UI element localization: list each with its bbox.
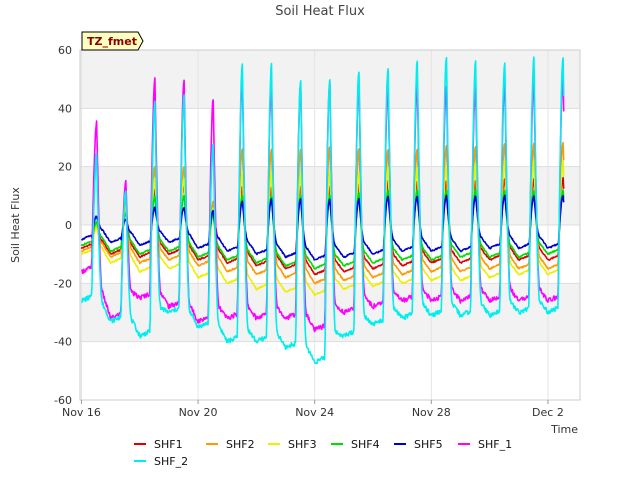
series-line-shf2	[81, 141, 565, 285]
site-tag-box	[81, 31, 144, 51]
x-tick-label: Dec 2	[532, 406, 564, 419]
site-tag-label: TZ_fmet	[87, 35, 137, 48]
series-lines	[80, 56, 565, 365]
x-tick-label: Nov 24	[295, 406, 334, 419]
legend-label: SHF2	[226, 438, 255, 451]
x-tick-label: Nov 20	[179, 406, 218, 419]
plot-frame	[79, 49, 581, 401]
legend: SHF1 SHF2 SHF3 SHF4 SHF5 SHF_1 SHF_2	[134, 438, 512, 468]
series-line-shf5	[81, 194, 565, 261]
series-line-shf4	[80, 189, 565, 270]
legend-label: SHF5	[414, 438, 443, 451]
x-tick-label: Nov 28	[412, 406, 451, 419]
y-tick-label: 20	[58, 161, 72, 174]
series-line-shf1	[80, 176, 565, 276]
legend-item-shf4: SHF4	[331, 438, 380, 451]
y-axis-ticks: -60 -40 -20 0 20 40 60	[54, 44, 72, 407]
series-line-shf-2	[81, 56, 565, 365]
y-tick-label: -20	[54, 277, 72, 290]
y-tick-label: -40	[54, 336, 72, 349]
y-tick-label: -60	[54, 394, 72, 407]
legend-item-shf5: SHF5	[394, 438, 443, 451]
legend-label: SHF_2	[154, 455, 188, 468]
y-tick-label: 0	[65, 219, 72, 232]
legend-label: SHF4	[351, 438, 380, 451]
legend-label: SHF3	[288, 438, 317, 451]
y-axis-label: Soil Heat Flux	[9, 187, 22, 263]
y-tick-label: 60	[58, 44, 72, 57]
site-tag: TZ_fmet	[81, 31, 144, 51]
chart-title: Soil Heat Flux	[275, 4, 365, 19]
plot-band	[80, 283, 580, 342]
legend-item-shf-1: SHF_1	[458, 438, 512, 451]
series-line-shf-1	[81, 74, 565, 333]
y-tick-label: 40	[58, 102, 72, 115]
series-line-shf3	[80, 159, 565, 297]
legend-label: SHF1	[154, 438, 183, 451]
legend-item-shf2: SHF2	[206, 438, 255, 451]
x-tick-label: Nov 16	[62, 406, 101, 419]
x-axis-label: Time	[550, 423, 578, 436]
legend-item-shf-2: SHF_2	[134, 455, 188, 468]
legend-item-shf3: SHF3	[268, 438, 317, 451]
legend-label: SHF_1	[478, 438, 512, 451]
legend-item-shf1: SHF1	[134, 438, 183, 451]
x-axis-ticks: Nov 16 Nov 20 Nov 24 Nov 28 Dec 2	[62, 400, 564, 419]
